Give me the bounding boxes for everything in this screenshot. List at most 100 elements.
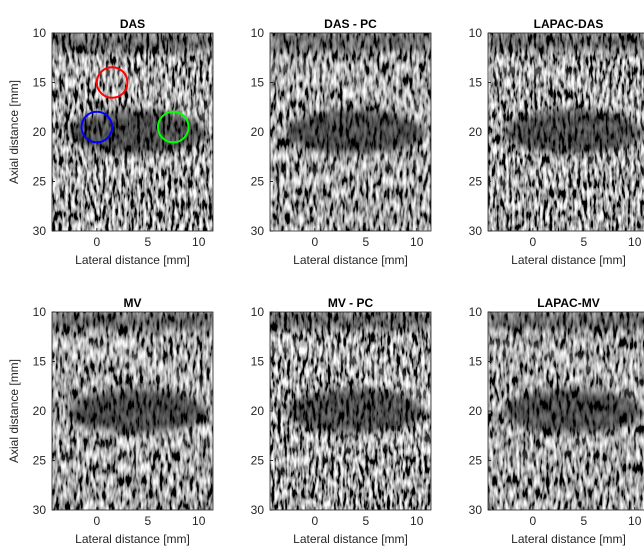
y-tick-label: 15 <box>251 355 265 369</box>
roi-circle <box>80 110 114 144</box>
anatomy <box>270 312 431 474</box>
y-tick-label: 25 <box>33 175 47 189</box>
top-dark <box>270 312 431 330</box>
lower-band <box>488 156 644 195</box>
y-tick-label: 25 <box>251 454 265 468</box>
y-tick-label: 10 <box>469 305 483 319</box>
dark-region <box>503 389 644 433</box>
anatomy <box>488 312 644 474</box>
bright-band <box>52 61 213 126</box>
x-tick-label: 0 <box>93 235 100 249</box>
anatomy <box>270 33 431 195</box>
ultrasound-image <box>52 33 213 231</box>
bright-band <box>488 340 644 402</box>
roi-circle <box>156 110 190 144</box>
x-axis-label: Lateral distance [mm] <box>75 532 190 546</box>
x-tick-label: 0 <box>311 235 318 249</box>
top-dark <box>488 33 644 51</box>
panel: 0 5 10 10 15 20 25 30 DAS - PC Lateral distance [… <box>251 17 432 267</box>
panel-title: MV - PC <box>328 296 374 310</box>
y-tick-label: 30 <box>469 224 483 238</box>
y-tick-label: 25 <box>251 175 265 189</box>
x-tick-label: 10 <box>628 235 642 249</box>
lower-band <box>52 156 213 195</box>
y-tick-label: 15 <box>33 76 47 90</box>
y-tick-label: 15 <box>33 355 47 369</box>
top-dark <box>270 33 431 51</box>
anatomy <box>52 312 213 474</box>
y-axis-label: Axial distance [mm] <box>7 80 21 184</box>
dark-region <box>285 389 426 433</box>
dark-region <box>67 389 208 433</box>
y-tick-label: 10 <box>469 26 483 40</box>
x-tick-label: 5 <box>144 235 151 249</box>
x-tick-label: 5 <box>144 514 151 528</box>
y-tick-label: 15 <box>251 76 265 90</box>
y-axis-label: Axial distance [mm] <box>7 359 21 463</box>
y-tick-label: 10 <box>33 305 47 319</box>
x-tick-label: 10 <box>410 235 424 249</box>
dark-region <box>285 110 426 154</box>
y-tick-label: 20 <box>33 404 47 418</box>
panel-title: DAS <box>120 17 145 31</box>
lower-band <box>270 156 431 195</box>
x-axis-label: Lateral distance [mm] <box>293 532 408 546</box>
y-tick-label: 10 <box>251 26 265 40</box>
x-tick-label: 10 <box>192 235 206 249</box>
x-axis-label: Lateral distance [mm] <box>75 253 190 267</box>
ultrasound-image <box>488 312 644 510</box>
lower-band <box>52 435 213 474</box>
y-tick-label: 30 <box>251 224 265 238</box>
panel-title: LAPAC-MV <box>537 296 599 310</box>
x-tick-label: 5 <box>580 235 587 249</box>
x-tick-label: 10 <box>628 514 642 528</box>
panel: 0 5 10 10 15 20 25 30 DAS Lateral distance [mm] Ax… <box>7 17 214 267</box>
x-axis-label: Lateral distance [mm] <box>511 253 626 267</box>
y-tick-label: 30 <box>33 503 47 517</box>
y-tick-label: 25 <box>33 454 47 468</box>
y-tick-label: 20 <box>251 125 265 139</box>
x-tick-label: 5 <box>362 235 369 249</box>
panel-title: MV <box>124 296 142 310</box>
anatomy <box>488 33 644 195</box>
x-tick-label: 0 <box>529 235 536 249</box>
x-tick-label: 0 <box>311 514 318 528</box>
ultrasound-image <box>52 312 213 510</box>
bright-band <box>270 340 431 405</box>
y-tick-label: 15 <box>469 76 483 90</box>
top-dark <box>52 312 213 330</box>
panel: 0 5 10 10 15 20 25 30 MV - PC Lateral distance [m… <box>251 296 432 546</box>
bright-band <box>488 61 644 123</box>
x-tick-label: 5 <box>362 514 369 528</box>
lower-band <box>488 435 644 474</box>
x-tick-label: 0 <box>529 514 536 528</box>
ultrasound-image <box>270 312 431 510</box>
x-axis-label: Lateral distance [mm] <box>511 532 626 546</box>
bright-band <box>270 61 431 126</box>
dark-region <box>67 110 208 154</box>
x-axis-label: Lateral distance [mm] <box>293 253 408 267</box>
x-tick-label: 0 <box>93 514 100 528</box>
x-tick-label: 10 <box>410 514 424 528</box>
panel-title: DAS - PC <box>324 17 377 31</box>
y-tick-label: 20 <box>33 125 47 139</box>
y-tick-label: 30 <box>251 503 265 517</box>
y-tick-label: 10 <box>33 26 47 40</box>
panel-title: LAPAC-DAS <box>534 17 604 31</box>
y-tick-label: 15 <box>469 355 483 369</box>
y-tick-label: 30 <box>469 503 483 517</box>
panel: 0 5 10 10 15 20 25 30 LAPAC-MV Lateral distance [… <box>469 296 644 546</box>
x-tick-label: 10 <box>192 514 206 528</box>
y-tick-label: 25 <box>469 454 483 468</box>
lower-band <box>270 435 431 474</box>
top-dark <box>488 312 644 330</box>
roi-circle <box>95 66 129 99</box>
dark-region <box>503 110 644 154</box>
y-tick-label: 25 <box>469 175 483 189</box>
y-tick-label: 20 <box>469 125 483 139</box>
y-tick-label: 30 <box>33 224 47 238</box>
top-dark <box>52 33 213 51</box>
bright-band <box>52 340 213 405</box>
y-tick-label: 10 <box>251 305 265 319</box>
